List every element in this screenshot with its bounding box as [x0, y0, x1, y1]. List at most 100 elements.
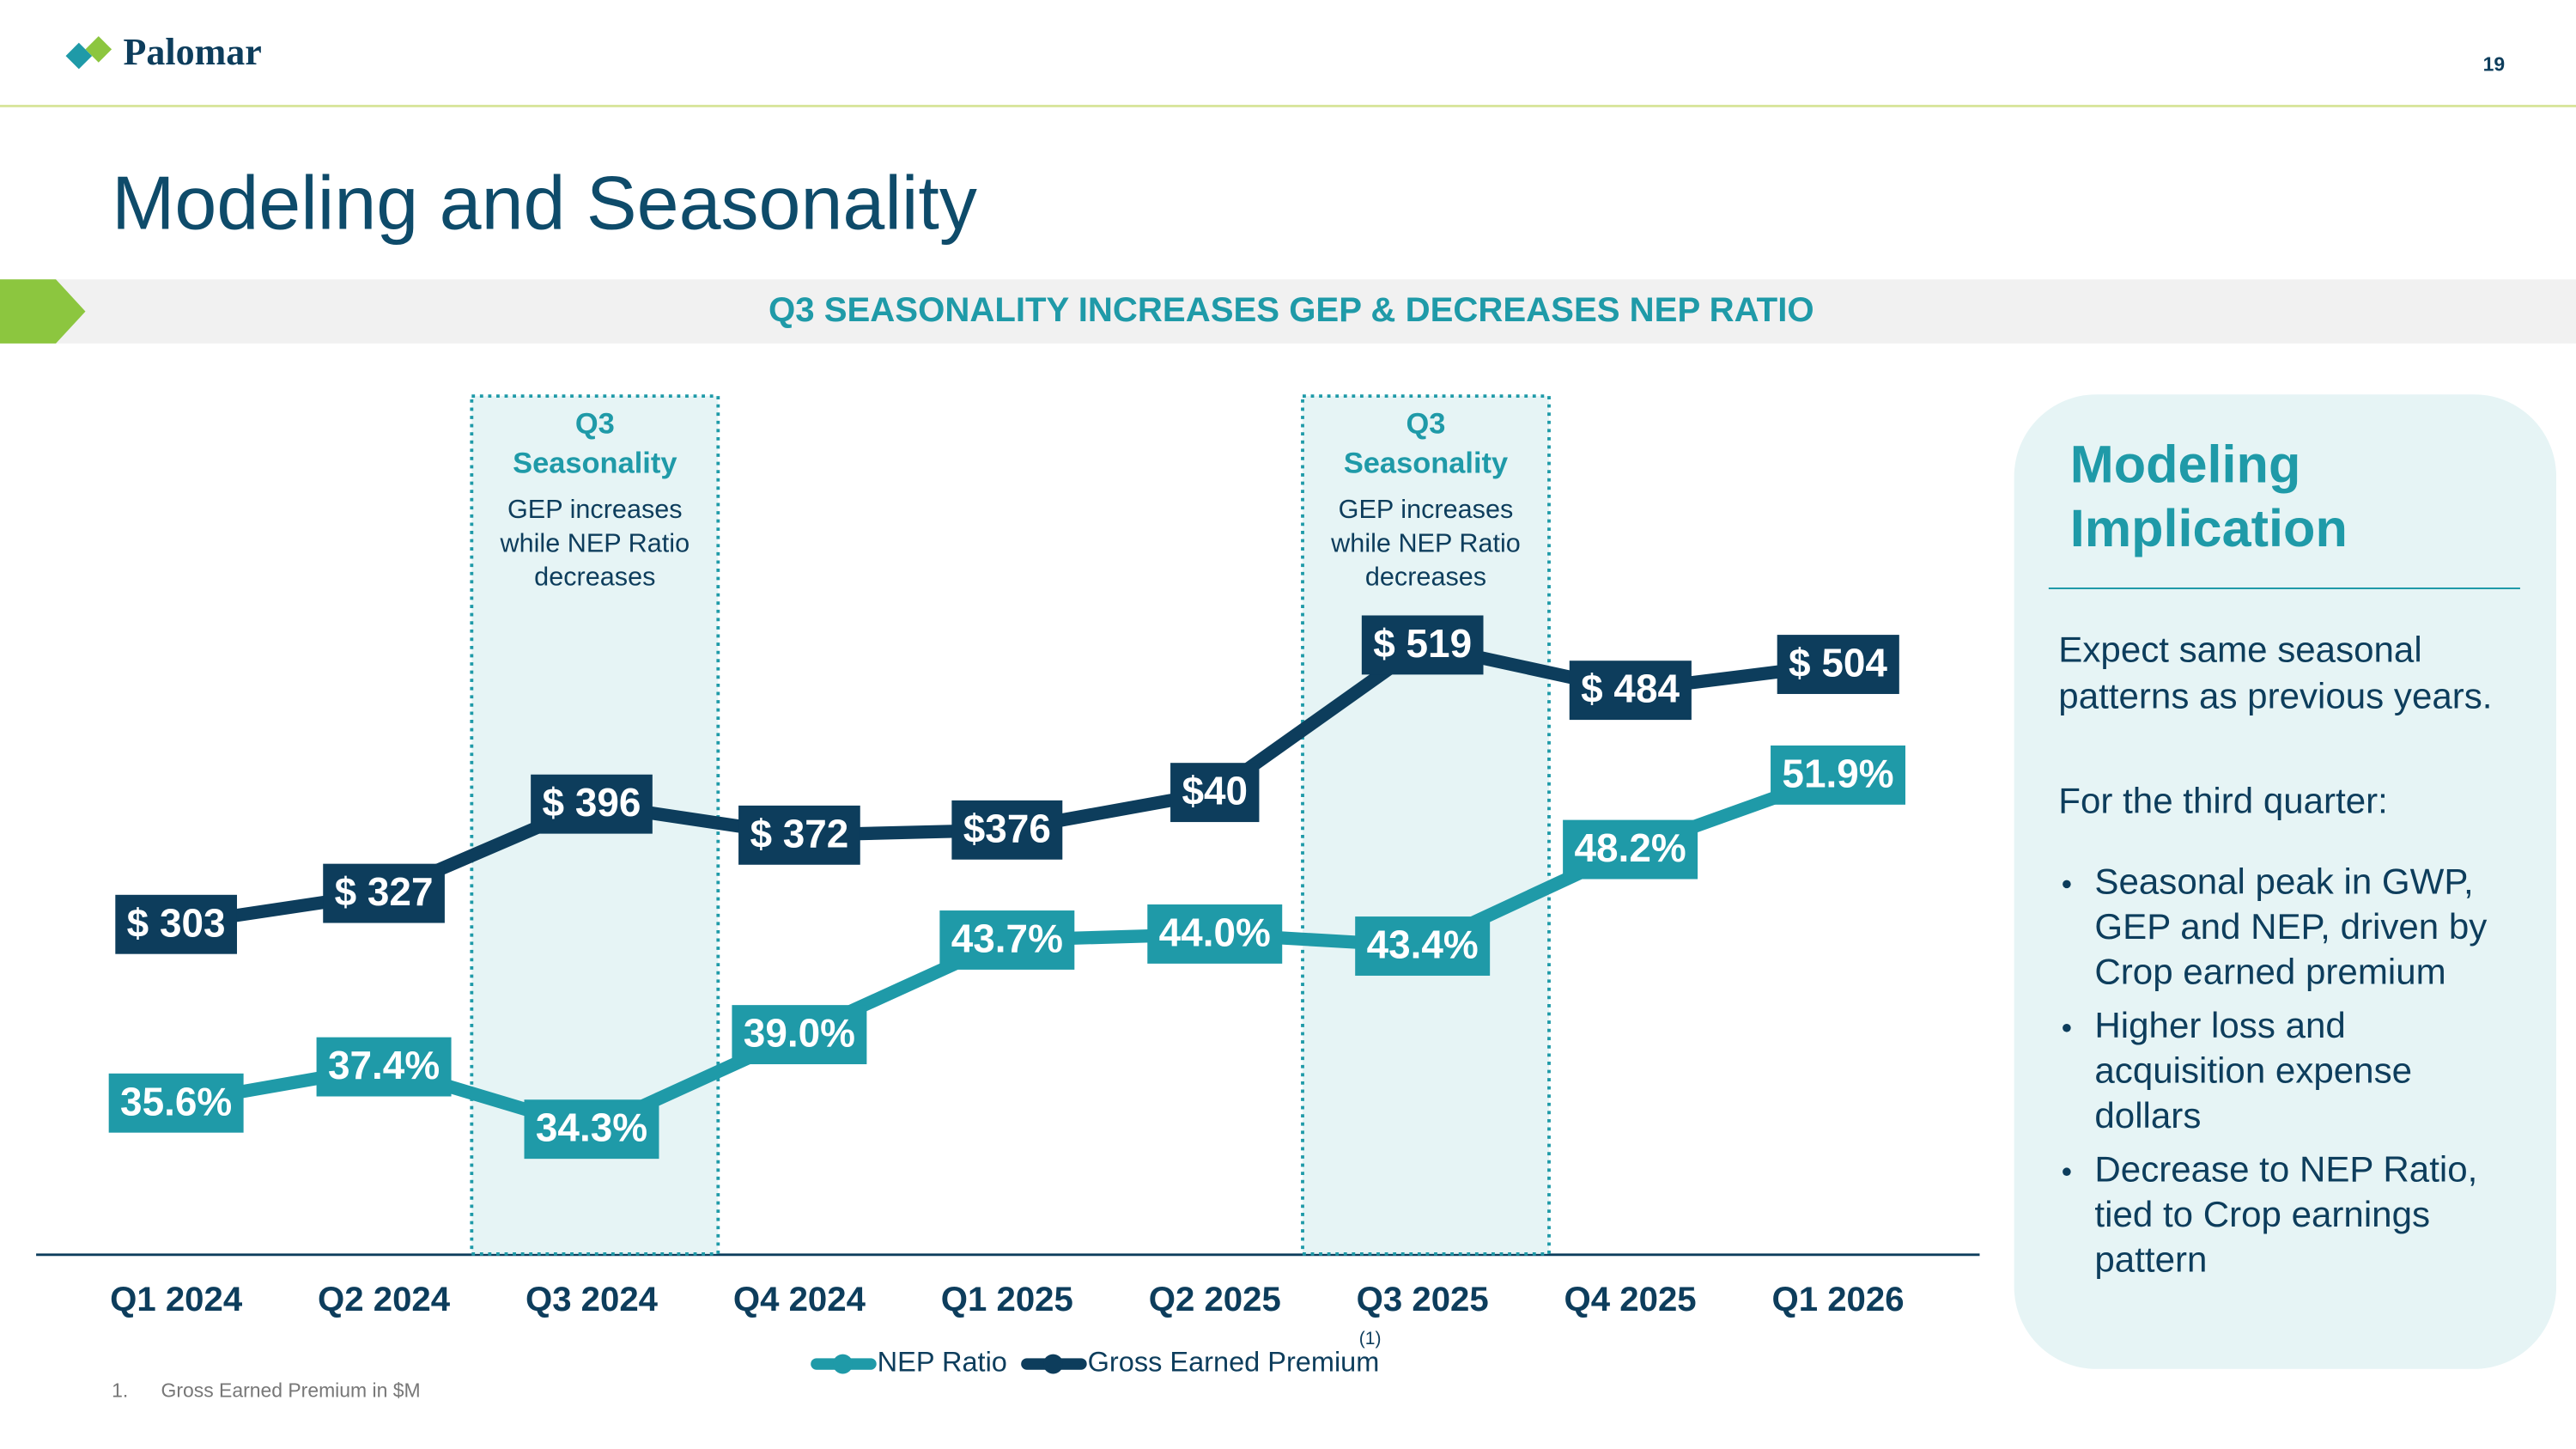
- data-label: 43.7%: [939, 910, 1075, 970]
- data-label: $ 327: [323, 863, 445, 923]
- footnote-text: Gross Earned Premium in $M: [161, 1379, 420, 1402]
- bullet-text: GEP and NEP, driven by: [2094, 906, 2487, 947]
- data-label-text: 37.4%: [328, 1043, 440, 1087]
- bullet-dot: [2063, 1167, 2071, 1176]
- data-label: $ 396: [531, 774, 653, 834]
- data-label-text: 39.0%: [744, 1011, 855, 1056]
- legend-label: NEP Ratio: [878, 1347, 1007, 1378]
- data-label-box: [1777, 635, 1899, 694]
- x-tick-label: Q1 2024: [110, 1280, 243, 1318]
- legend-dot: [833, 1354, 853, 1374]
- data-label-text: 43.7%: [951, 916, 1063, 961]
- panel-title: Implication: [2070, 499, 2348, 557]
- legend-note: (1): [1359, 1329, 1382, 1349]
- data-label-text: $40: [1182, 769, 1248, 813]
- panel-text: Expect same seasonal: [2058, 630, 2421, 670]
- data-label-text: 44.0%: [1159, 910, 1271, 954]
- panel-title: Modeling: [2070, 435, 2301, 493]
- data-label: 44.0%: [1147, 904, 1283, 964]
- data-label-text: 51.9%: [1782, 751, 1893, 795]
- annotation-text: while NEP Ratio: [1330, 528, 1521, 557]
- annotation-text: decreases: [534, 563, 655, 592]
- data-label: $ 504: [1777, 635, 1899, 694]
- data-label-box: [951, 800, 1063, 860]
- side-panel: [2014, 394, 2557, 1369]
- data-label: 51.9%: [1771, 745, 1905, 805]
- x-tick-label: Q1 2025: [941, 1280, 1073, 1318]
- logo-icon: [65, 36, 112, 70]
- annotation-text: decreases: [1365, 563, 1486, 592]
- data-label: $ 303: [115, 894, 237, 954]
- data-label-box: [115, 894, 237, 954]
- bullet-text: dollars: [2094, 1095, 2201, 1135]
- panel-text: patterns as previous years.: [2058, 675, 2492, 715]
- data-label: $376: [951, 800, 1063, 860]
- data-label-box: [1147, 904, 1283, 964]
- data-label: 43.4%: [1355, 916, 1491, 976]
- data-label-text: $ 484: [1581, 667, 1680, 711]
- data-label-box: [316, 1037, 452, 1097]
- bullet-text: pattern: [2094, 1239, 2207, 1280]
- data-label-box: [1170, 763, 1260, 823]
- annotation-text: GEP increases: [507, 495, 683, 524]
- slide-title: Modeling and Seasonality: [112, 160, 977, 245]
- x-tick-label: Q2 2025: [1149, 1280, 1281, 1318]
- data-label: $40: [1170, 763, 1260, 823]
- legend-label: Gross Earned Premium: [1088, 1347, 1380, 1378]
- data-label-box: [524, 1099, 659, 1160]
- data-label: $ 372: [738, 805, 860, 865]
- bullet-text: Seasonal peak in GWP,: [2094, 861, 2473, 901]
- logo-text: Palomar: [123, 31, 261, 73]
- data-label-text: $ 519: [1373, 621, 1472, 666]
- data-label-text: $376: [963, 806, 1051, 850]
- annotation-title: Seasonality: [513, 447, 677, 480]
- banner-text: Q3 SEASONALITY INCREASES GEP & DECREASES…: [769, 290, 1814, 329]
- data-label-box: [738, 805, 860, 865]
- data-label: 48.2%: [1563, 819, 1698, 880]
- data-label-box: [1569, 661, 1692, 721]
- data-label-box: [1563, 819, 1698, 880]
- data-label: $ 519: [1361, 615, 1484, 675]
- footnote-number: 1.: [112, 1379, 128, 1402]
- data-label-box: [1355, 916, 1491, 976]
- x-tick-label: Q3 2025: [1357, 1280, 1489, 1318]
- x-tick-label: Q4 2025: [1564, 1280, 1697, 1318]
- data-label: 39.0%: [732, 1005, 867, 1065]
- bullet-text: acquisition expense: [2094, 1050, 2412, 1091]
- highlight-box: [1301, 394, 1551, 1256]
- data-label-box: [732, 1005, 867, 1065]
- data-label-box: [1361, 615, 1484, 675]
- annotation-title: Q3: [575, 408, 615, 441]
- data-label-box: [1771, 745, 1905, 805]
- data-label-text: $ 372: [750, 811, 848, 855]
- annotation-title: Seasonality: [1344, 447, 1508, 480]
- data-label-box: [108, 1073, 244, 1133]
- data-label: 37.4%: [316, 1037, 452, 1097]
- data-label-text: 48.2%: [1575, 825, 1686, 870]
- page-number: 19: [2483, 53, 2506, 76]
- x-tick-label: Q1 2026: [1771, 1280, 1904, 1318]
- data-label-text: 43.4%: [1367, 922, 1479, 967]
- data-label: 34.3%: [524, 1099, 659, 1160]
- annotation-text: while NEP Ratio: [500, 528, 690, 557]
- data-label-text: $ 396: [543, 780, 641, 825]
- data-label-text: 34.3%: [536, 1105, 647, 1150]
- data-label: 35.6%: [108, 1073, 244, 1133]
- x-tick-label: Q3 2024: [526, 1280, 659, 1318]
- bullet-dot: [2063, 1024, 2071, 1032]
- banner: [0, 279, 2576, 344]
- annotation-title: Q3: [1406, 408, 1446, 441]
- bullet-text: Crop earned premium: [2094, 952, 2445, 992]
- data-label-box: [531, 774, 653, 834]
- data-label-text: 35.6%: [120, 1079, 232, 1123]
- data-label-text: $ 327: [335, 869, 434, 914]
- data-label-box: [939, 910, 1075, 970]
- legend-dot: [1042, 1354, 1063, 1374]
- data-label-box: [323, 863, 445, 923]
- bullet-dot: [2063, 880, 2071, 889]
- bullet-text: Decrease to NEP Ratio,: [2094, 1148, 2477, 1189]
- annotation-text: GEP increases: [1339, 495, 1514, 524]
- banner-arrow: [0, 279, 86, 344]
